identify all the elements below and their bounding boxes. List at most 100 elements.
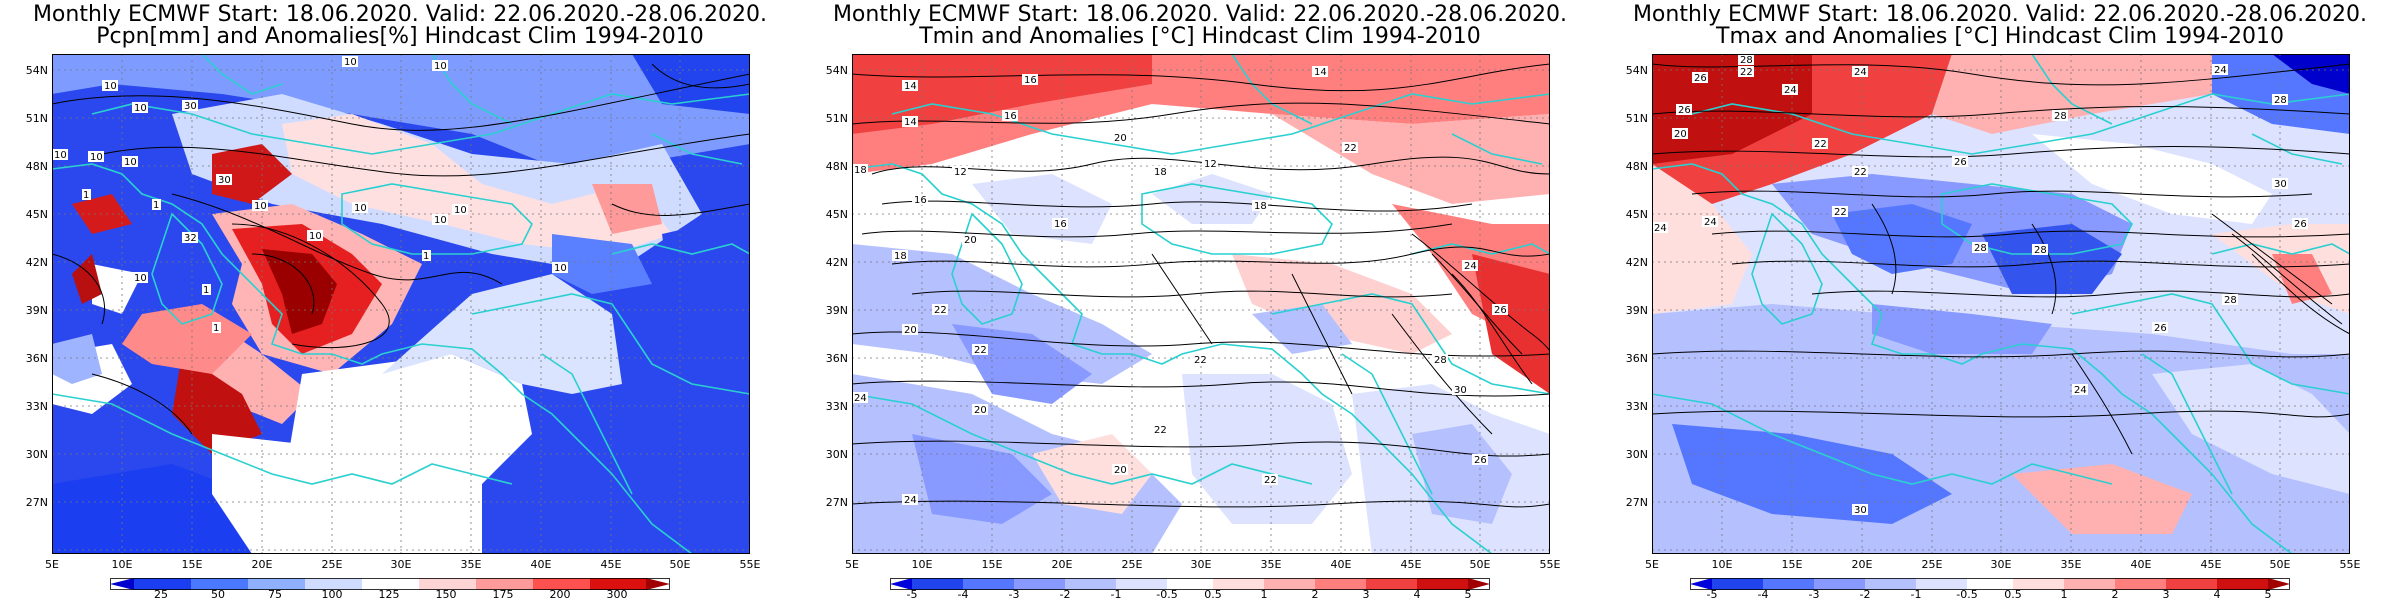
map-area: 26 28 22 24 26 24 28 20 22 24 28 22 26 2… [1652, 54, 2350, 554]
svg-text:10: 10 [354, 203, 367, 214]
svg-text:30: 30 [1854, 505, 1867, 516]
lon-tick: 5E [45, 558, 59, 571]
lat-tick: 27N [825, 496, 848, 509]
lat-tick: 33N [25, 400, 48, 413]
svg-text:22: 22 [1834, 207, 1847, 218]
svg-text:24: 24 [854, 393, 867, 404]
lat-tick: 48N [825, 160, 848, 173]
svg-text:10: 10 [434, 215, 447, 226]
svg-text:1: 1 [423, 251, 429, 262]
lat-tick: 42N [825, 256, 848, 269]
colorbar-label: 3 [2162, 588, 2170, 601]
svg-text:30: 30 [184, 101, 197, 112]
svg-text:12: 12 [1204, 159, 1217, 170]
lat-tick: 54N [825, 64, 848, 77]
precipitation-map: 10 10 10 10 30 10 10 10 30 32 10 10 1 1 … [52, 54, 750, 554]
lon-tick: 50E [1469, 558, 1491, 571]
lat-tick: 42N [25, 256, 48, 269]
panel-subtitle: Tmin and Anomalies [°C] Hindcast Clim 19… [919, 24, 1481, 49]
colorbar-label: -1 [1110, 588, 1122, 601]
lon-tick: 30E [1190, 558, 1212, 571]
svg-text:16: 16 [1004, 111, 1017, 122]
svg-text:20: 20 [1114, 133, 1127, 144]
svg-text:26: 26 [1494, 305, 1507, 316]
lat-tick: 45N [25, 208, 48, 221]
lat-tick: 51N [1625, 112, 1648, 125]
panel-subtitle: Pcpn[mm] and Anomalies[%] Hindcast Clim … [96, 24, 704, 49]
svg-text:24: 24 [1854, 67, 1867, 78]
svg-text:18: 18 [894, 251, 907, 262]
colorbar-label: -3 [1008, 588, 1020, 601]
svg-text:16: 16 [914, 195, 927, 206]
svg-text:22: 22 [1740, 67, 1753, 78]
lat-tick: 39N [25, 304, 48, 317]
tmin-map: 14 16 14 16 14 18 12 16 20 22 18 12 18 1… [852, 54, 1550, 554]
svg-text:22: 22 [1194, 355, 1207, 366]
lon-tick: 5E [1645, 558, 1659, 571]
colorbar-label: -5 [906, 588, 918, 601]
svg-text:1: 1 [83, 190, 89, 201]
svg-text:30: 30 [1454, 385, 1467, 396]
svg-text:26: 26 [2154, 323, 2167, 334]
lon-tick: 20E [1051, 558, 1073, 571]
svg-text:18: 18 [1154, 167, 1167, 178]
lat-tick: 42N [1625, 256, 1648, 269]
svg-text:10: 10 [254, 201, 267, 212]
svg-text:18: 18 [854, 165, 867, 176]
lat-tick: 33N [825, 400, 848, 413]
svg-text:24: 24 [2074, 385, 2087, 396]
svg-text:14: 14 [1314, 67, 1327, 78]
lat-tick: 33N [1625, 400, 1648, 413]
lon-tick: 45E [2200, 558, 2222, 571]
colorbar-label: 75 [268, 588, 282, 601]
svg-text:28: 28 [2034, 245, 2047, 256]
lon-tick: 35E [2060, 558, 2082, 571]
svg-text:12: 12 [954, 167, 967, 178]
colorbar-label: 100 [321, 588, 343, 601]
svg-text:22: 22 [974, 345, 987, 356]
colorbar-label: 5 [1464, 588, 1472, 601]
svg-text:10: 10 [554, 263, 567, 274]
lat-tick: 45N [825, 208, 848, 221]
svg-text:18: 18 [1254, 201, 1267, 212]
colorbar-bar [1690, 578, 2290, 590]
svg-text:10: 10 [344, 57, 357, 68]
lon-tick: 20E [251, 558, 273, 571]
svg-text:28: 28 [2224, 295, 2237, 306]
lon-tick: 55E [1539, 558, 1561, 571]
colorbar-label: 175 [492, 588, 514, 601]
lat-tick: 48N [25, 160, 48, 173]
lon-tick: 10E [1711, 558, 1733, 571]
tmax-map: 26 28 22 24 26 24 28 20 22 24 28 22 26 2… [1652, 54, 2350, 554]
colorbar-label: -2 [1059, 588, 1071, 601]
panel-title: Monthly ECMWF Start: 18.06.2020. Valid: … [32, 2, 768, 27]
svg-text:26: 26 [1678, 105, 1691, 116]
lat-tick: 30N [1625, 448, 1648, 461]
colorbar-label: 2 [1311, 588, 1319, 601]
svg-text:28: 28 [1974, 243, 1987, 254]
colorbar-label: 0.5 [2004, 588, 2022, 601]
svg-text:16: 16 [1054, 219, 1067, 230]
lon-tick: 35E [460, 558, 482, 571]
svg-text:10: 10 [54, 150, 67, 161]
lon-tick: 30E [390, 558, 412, 571]
colorbar-label: 125 [378, 588, 400, 601]
svg-text:24: 24 [1464, 261, 1477, 272]
colorbar-label: 2 [2111, 588, 2119, 601]
svg-text:22: 22 [1854, 167, 1867, 178]
colorbar-label: 0.5 [1204, 588, 1222, 601]
svg-text:30: 30 [218, 175, 231, 186]
svg-text:28: 28 [1434, 355, 1447, 366]
panel-title: Monthly ECMWF Start: 18.06.2020. Valid: … [1632, 2, 2368, 27]
svg-text:24: 24 [904, 495, 917, 506]
lon-tick: 40E [2130, 558, 2152, 571]
lat-tick: 27N [1625, 496, 1648, 509]
colorbar-label: 4 [2213, 588, 2221, 601]
panel-tmin: Monthly ECMWF Start: 18.06.2020. Valid: … [800, 0, 1600, 601]
svg-text:20: 20 [1674, 129, 1687, 140]
colorbar-label: -0.5 [1956, 588, 1978, 601]
svg-text:10: 10 [124, 157, 137, 168]
lon-tick: 25E [1121, 558, 1143, 571]
svg-text:26: 26 [1474, 455, 1487, 466]
lat-tick: 30N [25, 448, 48, 461]
